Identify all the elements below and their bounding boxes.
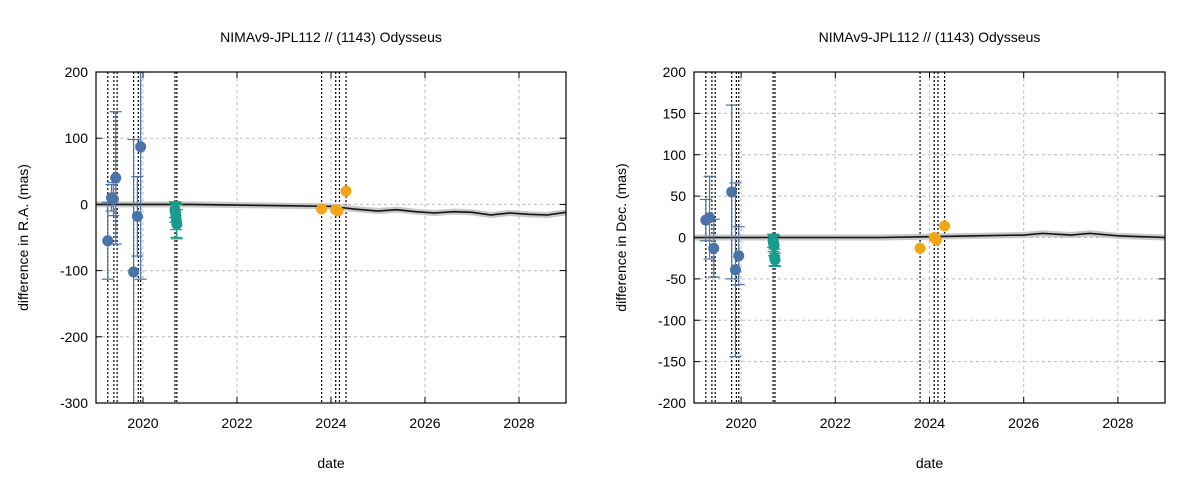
y-tick-label: -50 xyxy=(666,271,686,287)
x-tick-label: 2026 xyxy=(409,415,440,431)
x-tick-label: 2022 xyxy=(820,415,851,431)
x-axis-label: date xyxy=(916,455,943,471)
data-point xyxy=(332,205,344,217)
y-tick-label: -200 xyxy=(658,395,686,411)
chart-panel-0: NIMAv9-JPL112 // (1143) Odysseus -300 -200… xyxy=(15,29,567,471)
y-axis-label: difference in R.A. (mas) xyxy=(15,164,31,311)
chart-title: NIMAv9-JPL112 // (1143) Odysseus xyxy=(220,29,442,45)
x-tick-label: 2020 xyxy=(726,415,757,431)
data-point xyxy=(733,250,745,262)
x-tick-label: 2024 xyxy=(315,415,346,431)
x-axis-label: date xyxy=(317,455,344,471)
data-point xyxy=(340,185,352,197)
data-point xyxy=(726,186,738,198)
data-point xyxy=(171,218,183,230)
chart-panel-1: NIMAv9-JPL112 // (1143) Odysseus -200 -150… xyxy=(613,29,1166,471)
y-tick-label: 0 xyxy=(678,230,686,246)
x-tick-label: 2020 xyxy=(127,415,158,431)
x-tick-label: 2022 xyxy=(221,415,252,431)
y-tick-label: -150 xyxy=(658,354,686,370)
data-point xyxy=(110,172,122,184)
plot-frame xyxy=(693,71,1166,404)
x-tick-label: 2026 xyxy=(1008,415,1039,431)
model-curve xyxy=(96,203,567,216)
data-point xyxy=(135,141,147,153)
y-tick-label: -200 xyxy=(60,329,88,345)
data-point xyxy=(316,203,328,215)
data-point xyxy=(769,254,781,266)
chart-title: NIMAv9-JPL112 // (1143) Odysseus xyxy=(819,29,1041,45)
y-tick-label: 150 xyxy=(663,105,687,121)
model-curve xyxy=(694,232,1166,239)
data-point xyxy=(107,193,119,205)
y-tick-label: 200 xyxy=(65,64,89,80)
data-point xyxy=(939,220,951,232)
y-tick-label: 100 xyxy=(663,147,687,163)
y-tick-label: 100 xyxy=(65,130,89,146)
data-point xyxy=(128,266,140,278)
x-tick-label: 2028 xyxy=(1102,415,1133,431)
y-tick-label: 200 xyxy=(663,64,687,80)
data-point xyxy=(914,242,926,254)
data-point xyxy=(708,242,720,254)
y-tick-label: -300 xyxy=(60,395,88,411)
y-tick-label: -100 xyxy=(658,312,686,328)
y-tick-label: -100 xyxy=(60,263,88,279)
data-point xyxy=(704,212,716,224)
y-axis-label: difference in Dec. (mas) xyxy=(613,163,629,311)
y-tick-label: 0 xyxy=(80,196,88,212)
x-tick-label: 2024 xyxy=(914,415,945,431)
x-tick-label: 2028 xyxy=(503,415,534,431)
data-point xyxy=(931,234,943,246)
plot-frame xyxy=(95,71,567,404)
y-tick-label: 50 xyxy=(670,188,686,204)
